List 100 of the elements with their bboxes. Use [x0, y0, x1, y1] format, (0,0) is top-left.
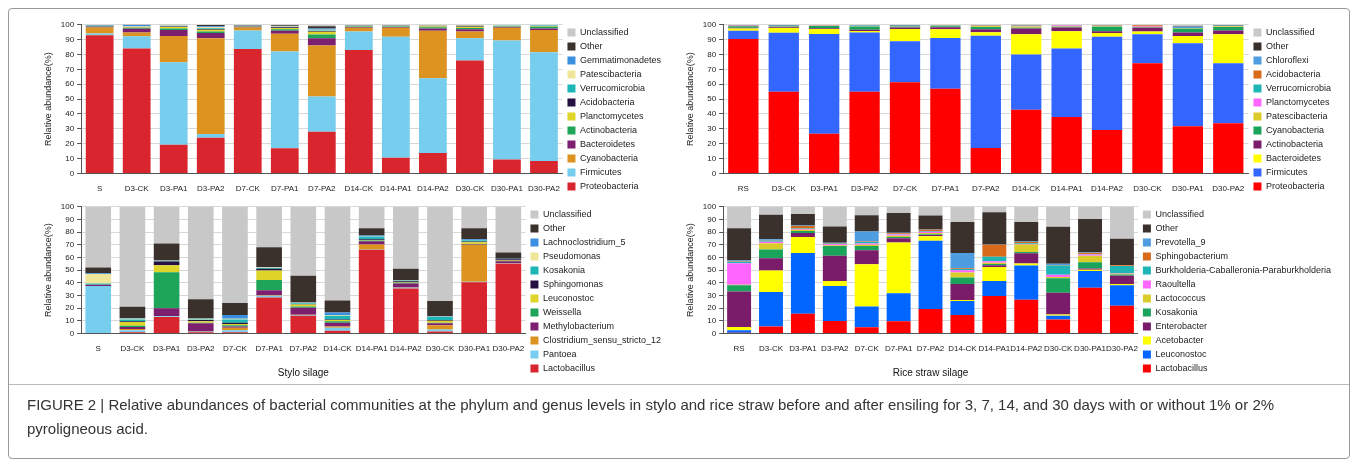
legend-label: Other: [1265, 40, 1289, 51]
y-tick-label: 50: [65, 94, 75, 104]
x-tick-label: D3-PA2: [197, 184, 225, 194]
legend-label: Unclassified: [1265, 26, 1315, 37]
caption: FIGURE 2 | Relative abundances of bacterial communities at the phylum and genus levels in stylo and rice straw before and after ensiling for 3, 7, 14, and 30 days with or without 1% or 2% pyroligneous acid.: [27, 395, 1276, 439]
x-tick-label: D14-PA1: [379, 184, 413, 194]
x-tick-label: D14-CK: [948, 344, 978, 354]
x-tick-label: D3-CK: [771, 184, 797, 194]
legend-label: Cyanobacteria: [579, 152, 639, 163]
y-tick-label: 20: [707, 138, 717, 148]
legend-label: Lactococcus: [1155, 292, 1206, 303]
x-tick-label: RS: [737, 184, 749, 194]
x-tick-label: D7-PA1: [255, 344, 284, 354]
legend-label: Lactobacillus: [542, 362, 596, 373]
y-tick-label: 100: [60, 202, 75, 211]
legend-label: Proteobacteria: [579, 180, 639, 191]
y-tick-label: 30: [707, 290, 717, 300]
legend-label: Chloroflexi: [1265, 54, 1309, 65]
y-tick-label: 60: [707, 252, 717, 262]
x-tick-label: D30-PA2: [528, 184, 561, 194]
x-tick-label: D7-CK: [854, 344, 880, 354]
y-tick-label: 80: [707, 49, 717, 59]
legend-label: Sphingobacterium: [1155, 250, 1228, 261]
y-tick-label: 50: [707, 94, 717, 104]
y-tick-label: 80: [65, 227, 75, 237]
x-tick-label: D7-PA1: [271, 184, 300, 194]
legend-label: Other: [579, 40, 603, 51]
legend-label: Cyanobacteria: [1265, 124, 1325, 135]
x-tick-label: D3-PA2: [187, 344, 216, 354]
y-tick-label: 90: [707, 214, 717, 224]
y-tick-label: 60: [65, 252, 75, 262]
x-tick-label: D7-PA2: [916, 344, 945, 354]
legend-label: Unclassified: [579, 26, 629, 37]
y-tick-label: 30: [65, 290, 75, 300]
legend-label: Planctomycetes: [1265, 96, 1330, 107]
y-tick-label: 40: [707, 109, 717, 119]
y-tick-label: 60: [707, 79, 717, 89]
x-tick-label: D30-CK: [1043, 344, 1074, 354]
y-tick-label: 30: [707, 124, 717, 134]
x-tick-label: D30-CK: [425, 344, 455, 354]
legend-label: Lactobacillus: [1155, 362, 1208, 373]
x-tick-label: D7-CK: [235, 184, 261, 194]
x-axis-title: Rice straw silage: [892, 366, 969, 378]
legend-label: Clostridium_sensu_stricto_12: [542, 334, 662, 345]
legend-label: Pseudomonas: [542, 250, 601, 261]
y-tick-label: 90: [65, 34, 75, 44]
x-tick-label: D3-PA2: [850, 184, 879, 194]
y-tick-label: 50: [707, 265, 717, 275]
y-tick-label: 80: [65, 49, 75, 59]
legend-label: Other: [542, 222, 566, 233]
y-tick-label: 70: [707, 64, 717, 74]
y-tick-label: 10: [65, 315, 75, 325]
legend-label: Unclassified: [1155, 208, 1204, 219]
legend-label: Methylobacterium: [542, 320, 614, 331]
legend-label: Verrucomicrobia: [1265, 82, 1332, 93]
x-tick-label: D30-PA1: [1171, 184, 1205, 194]
y-axis-title: Relative abundance(%): [684, 223, 695, 317]
x-tick-label: D14-CK: [1011, 184, 1042, 194]
legend-label: Actinobacteria: [579, 124, 638, 135]
x-tick-label: D14-PA2: [416, 184, 450, 194]
x-tick-label: D14-PA2: [1091, 184, 1124, 194]
legend-label: Bacteroidetes: [1265, 152, 1322, 163]
legend-label: Other: [1155, 222, 1178, 233]
legend-label: Sphingomonas: [542, 278, 604, 289]
y-tick-label: 70: [65, 239, 75, 249]
legend-label: Acidobacteria: [1265, 68, 1321, 79]
legend-label: Acidobacteria: [579, 96, 635, 107]
legend-label: Enterobacter: [1155, 320, 1207, 331]
y-axis-title: Relative abundance(%): [42, 52, 53, 146]
x-tick-label: D7-CK: [892, 184, 918, 194]
x-tick-label: D14-PA1: [355, 344, 389, 354]
legend-label: Leuconostoc: [542, 292, 595, 303]
x-tick-label: D3-CK: [124, 184, 150, 194]
y-tick-label: 80: [707, 227, 717, 237]
x-tick-label: D7-PA2: [289, 344, 318, 354]
x-tick-label: D30-PA1: [458, 344, 491, 354]
x-tick-label: RS: [733, 344, 745, 354]
x-tick-label: D14-PA1: [1050, 184, 1084, 194]
legend-label: Pantoea: [542, 348, 577, 359]
legend-label: Kosakonia: [542, 264, 585, 275]
legend-label: Kosakonia: [1155, 306, 1198, 317]
x-tick-label: D3-PA2: [821, 344, 850, 354]
x-tick-label: D14-PA2: [389, 344, 423, 354]
x-tick-label: D30-PA2: [1106, 344, 1139, 354]
y-tick-label: 0: [711, 328, 717, 338]
y-tick-label: 40: [707, 277, 717, 287]
x-tick-label: D7-PA2: [972, 184, 1001, 194]
legend-label: Firmicutes: [1265, 166, 1308, 177]
x-tick-label: D3-PA1: [152, 344, 181, 354]
y-tick-label: 40: [65, 109, 75, 119]
legend-label: Burkholderia-Caballeronia-Paraburkholderia: [1155, 264, 1332, 275]
y-axis-title: Relative abundance(%): [42, 223, 53, 317]
y-tick-label: 40: [65, 277, 75, 287]
legend-label: Acetobacter: [1155, 334, 1204, 345]
y-tick-label: 90: [65, 214, 75, 224]
x-tick-label: S: [96, 184, 103, 194]
y-tick-label: 10: [707, 315, 717, 325]
x-tick-label: D14-PA1: [978, 344, 1011, 354]
x-tick-label: D3-CK: [120, 344, 146, 354]
x-tick-label: D7-PA2: [308, 184, 337, 194]
